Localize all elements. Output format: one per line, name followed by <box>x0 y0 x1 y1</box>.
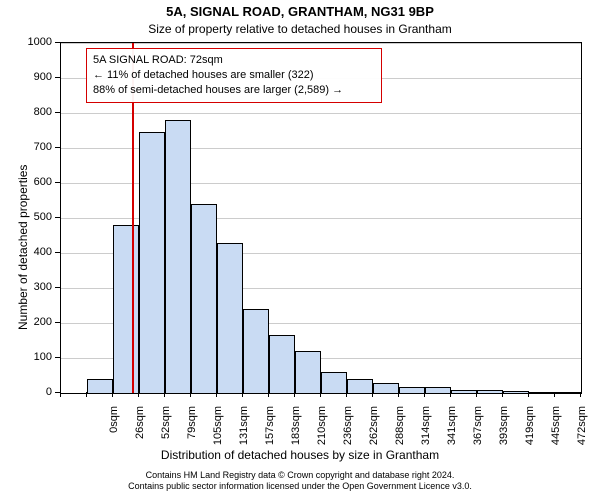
histogram-bar <box>269 335 295 393</box>
y-tick-mark <box>55 217 60 218</box>
x-tick-mark <box>138 392 139 397</box>
y-tick-mark <box>55 147 60 148</box>
gridline <box>61 393 581 394</box>
histogram-bar <box>347 379 373 393</box>
y-tick-mark <box>55 42 60 43</box>
x-tick-mark <box>112 392 113 397</box>
x-tick-mark <box>580 392 581 397</box>
x-tick-mark <box>528 392 529 397</box>
chart-title: 5A, SIGNAL ROAD, GRANTHAM, NG31 9BP <box>0 4 600 19</box>
x-tick-mark <box>450 392 451 397</box>
histogram-bar <box>295 351 321 393</box>
annotation-box: 5A SIGNAL ROAD: 72sqm← 11% of detached h… <box>86 48 382 103</box>
x-tick-mark <box>554 392 555 397</box>
y-tick-mark <box>55 287 60 288</box>
histogram-bar <box>243 309 269 393</box>
y-tick-mark <box>55 77 60 78</box>
histogram-bar <box>217 243 243 394</box>
y-axis-label: Number of detached properties <box>16 165 30 330</box>
y-tick-mark <box>55 357 60 358</box>
y-tick-label: 700 <box>12 141 52 153</box>
x-tick-mark <box>346 392 347 397</box>
y-tick-label: 100 <box>12 351 52 363</box>
histogram-bar <box>139 132 165 393</box>
histogram-bar <box>555 392 581 393</box>
x-tick-mark <box>190 392 191 397</box>
y-tick-label: 0 <box>12 386 52 398</box>
y-tick-label: 1000 <box>12 36 52 48</box>
histogram-bar <box>113 225 139 393</box>
x-tick-mark <box>502 392 503 397</box>
x-tick-mark <box>372 392 373 397</box>
x-tick-mark <box>242 392 243 397</box>
x-tick-mark <box>424 392 425 397</box>
chart-subtitle: Size of property relative to detached ho… <box>0 22 600 36</box>
x-axis-label: Distribution of detached houses by size … <box>0 448 600 462</box>
footer-line-2: Contains public sector information licen… <box>128 481 472 491</box>
annotation-line-1: 5A SIGNAL ROAD: 72sqm <box>93 53 375 68</box>
x-tick-mark <box>320 392 321 397</box>
annotation-line-2: ← 11% of detached houses are smaller (32… <box>93 68 375 83</box>
histogram-bar <box>425 387 451 393</box>
footer-attribution: Contains HM Land Registry data © Crown c… <box>0 470 600 493</box>
histogram-bar <box>477 390 503 393</box>
x-tick-mark <box>60 392 61 397</box>
y-tick-mark <box>55 252 60 253</box>
property-size-histogram-figure: 5A, SIGNAL ROAD, GRANTHAM, NG31 9BP Size… <box>0 0 600 500</box>
y-tick-mark <box>55 322 60 323</box>
x-tick-mark <box>268 392 269 397</box>
histogram-bar <box>87 379 113 393</box>
x-tick-mark <box>398 392 399 397</box>
histogram-bar <box>165 120 191 393</box>
y-tick-label: 900 <box>12 71 52 83</box>
y-tick-label: 800 <box>12 106 52 118</box>
footer-line-1: Contains HM Land Registry data © Crown c… <box>146 470 455 480</box>
histogram-bar <box>451 390 477 394</box>
x-tick-mark <box>216 392 217 397</box>
histogram-bar <box>503 391 529 393</box>
x-tick-mark <box>164 392 165 397</box>
x-tick-mark <box>476 392 477 397</box>
histogram-bar <box>373 383 399 394</box>
gridline <box>61 43 581 44</box>
histogram-bar <box>399 387 425 393</box>
x-tick-mark <box>294 392 295 397</box>
histogram-bar <box>321 372 347 393</box>
y-tick-mark <box>55 112 60 113</box>
histogram-bar <box>191 204 217 393</box>
annotation-line-3: 88% of semi-detached houses are larger (… <box>93 83 375 98</box>
histogram-bar <box>529 392 555 393</box>
x-tick-mark <box>86 392 87 397</box>
y-tick-mark <box>55 182 60 183</box>
gridline <box>61 113 581 114</box>
